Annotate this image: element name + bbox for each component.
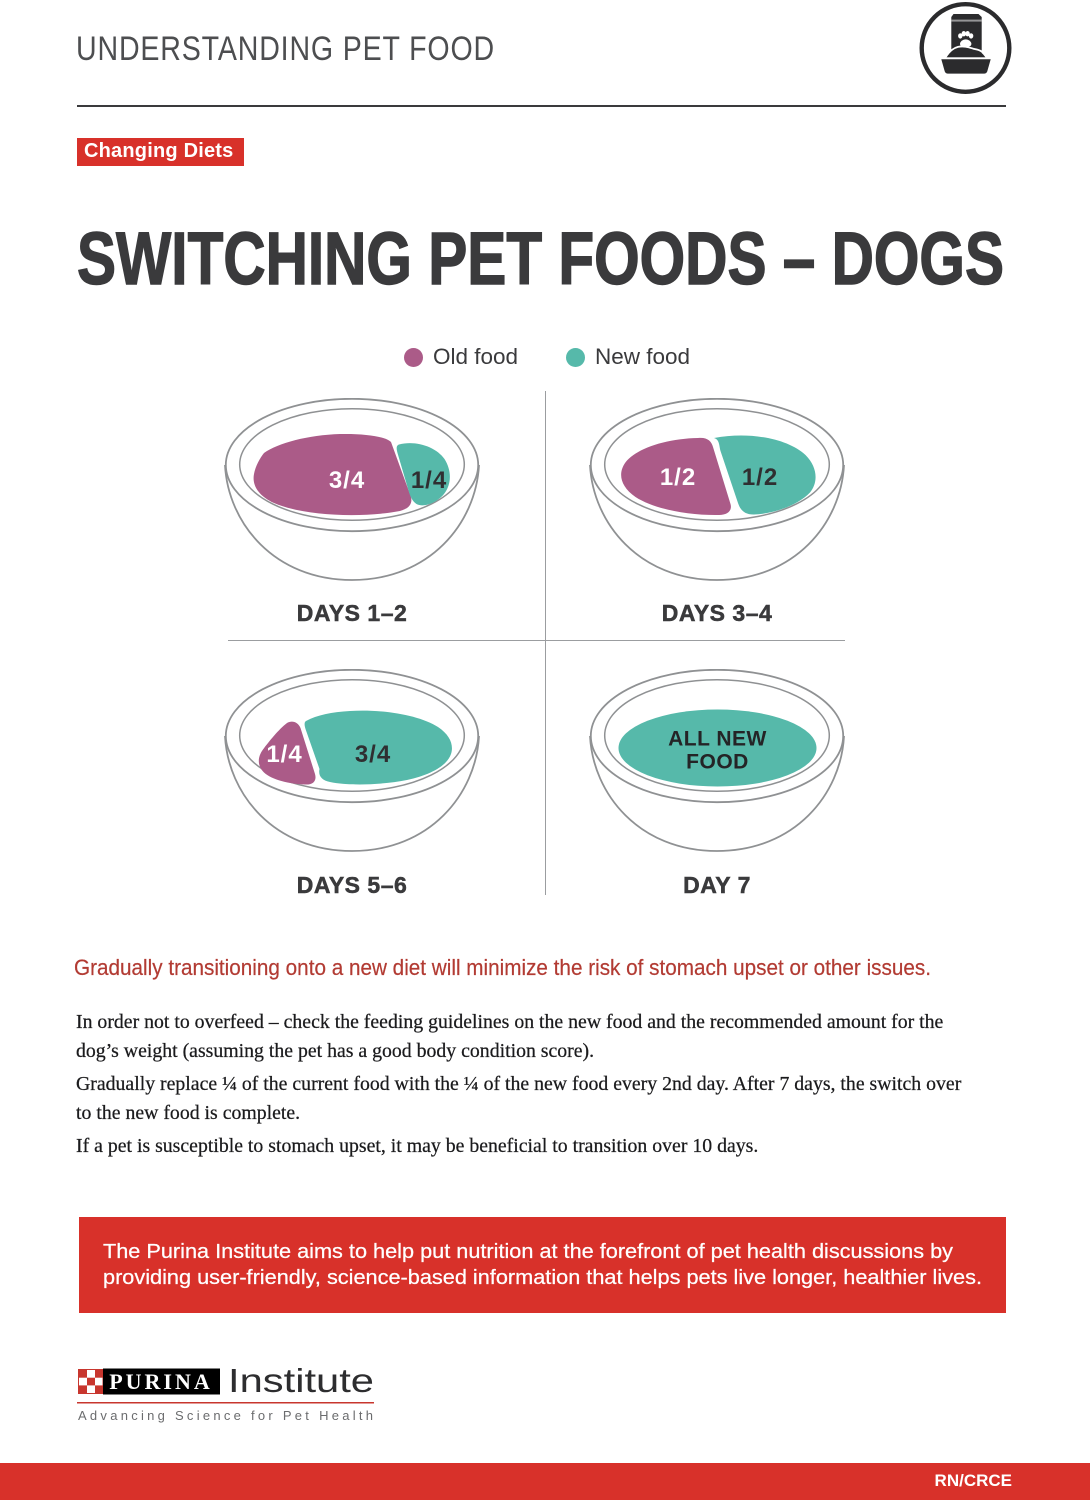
svg-text:1/4: 1/4 (266, 741, 302, 768)
svg-text:3/4: 3/4 (329, 467, 365, 494)
svg-text:1/4: 1/4 (411, 467, 447, 494)
svg-text:ALL NEW: ALL NEW (668, 728, 767, 751)
svg-text:FOOD: FOOD (686, 751, 749, 774)
svg-text:Advancing Science for Pet Heal: Advancing Science for Pet Health (78, 1408, 373, 1423)
svg-text:1/2: 1/2 (660, 464, 696, 491)
svg-text:PURINA: PURINA (109, 1369, 213, 1394)
svg-text:Institute: Institute (228, 1366, 374, 1399)
svg-text:3/4: 3/4 (355, 741, 391, 768)
svg-text:1/2: 1/2 (742, 464, 778, 491)
